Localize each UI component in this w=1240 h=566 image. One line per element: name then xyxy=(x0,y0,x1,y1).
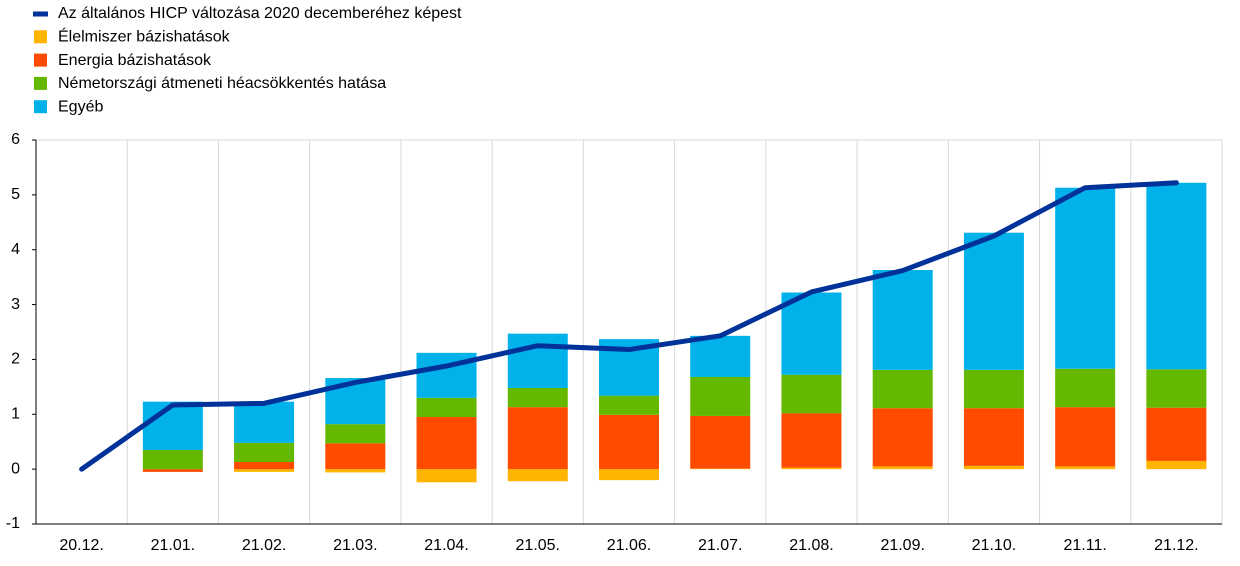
bar xyxy=(690,468,751,470)
y-tick-label: 2 xyxy=(11,351,20,368)
legend-label: Élelmiszer bázishatások xyxy=(58,27,231,46)
bar xyxy=(963,232,1024,370)
y-tick-label: 3 xyxy=(11,296,20,313)
y-tick-label: 0 xyxy=(11,460,20,477)
bar xyxy=(142,401,203,450)
bar xyxy=(599,469,659,481)
x-tick-label: 21.05. xyxy=(516,537,560,554)
bar xyxy=(1146,407,1207,461)
bar xyxy=(1055,368,1116,408)
x-tick-label: 20.12. xyxy=(59,537,103,554)
y-tick-label: 5 xyxy=(11,186,20,203)
x-tick-label: 21.02. xyxy=(242,537,286,554)
bar xyxy=(872,408,933,467)
bar xyxy=(872,270,933,370)
line xyxy=(79,180,1179,472)
x-tick-label: 21.11. xyxy=(1064,537,1107,554)
bar xyxy=(599,414,659,470)
y-tick-label: 1 xyxy=(11,406,20,423)
bar xyxy=(781,467,842,470)
x-tick-label: 21.08. xyxy=(789,537,833,554)
bar xyxy=(1055,187,1116,369)
bar xyxy=(963,369,1024,409)
bar xyxy=(781,413,842,468)
bar xyxy=(781,374,842,414)
bar xyxy=(234,442,295,463)
bar xyxy=(416,397,477,418)
bar xyxy=(1146,182,1207,370)
y-tick-label: -1 xyxy=(6,515,20,532)
y-tick-label: 6 xyxy=(11,131,20,148)
bar xyxy=(507,333,568,388)
bar xyxy=(963,465,1024,470)
bar xyxy=(416,469,477,483)
x-tick-label: 21.06. xyxy=(607,537,651,554)
bar xyxy=(599,395,659,415)
bar xyxy=(872,466,933,470)
bar xyxy=(872,369,933,409)
x-tick-label: 21.07. xyxy=(698,537,742,554)
bar xyxy=(690,335,751,377)
legend-marker xyxy=(34,53,47,67)
bar xyxy=(963,408,1024,466)
bar xyxy=(234,469,295,472)
legend-label: Egyéb xyxy=(58,98,103,115)
bar xyxy=(507,407,568,470)
bar xyxy=(507,469,568,482)
bar xyxy=(416,417,477,470)
legend-marker xyxy=(34,76,47,90)
bar xyxy=(234,401,295,443)
bar xyxy=(142,449,203,470)
bar xyxy=(234,462,295,470)
bar xyxy=(781,292,842,375)
x-tick-label: 21.09. xyxy=(880,537,924,554)
bar xyxy=(1146,369,1207,408)
legend-marker xyxy=(34,30,47,44)
x-tick-label: 21.03. xyxy=(333,537,377,554)
x-tick-label: 21.01. xyxy=(151,537,195,554)
legend-label: Energia bázishatások xyxy=(58,52,212,69)
bar xyxy=(142,469,203,472)
x-tick-label: 21.04. xyxy=(424,537,468,554)
bar xyxy=(1055,466,1116,470)
bar xyxy=(1146,460,1207,470)
legend-label: Az általános HICP változása 2020 decembe… xyxy=(58,5,462,22)
bar xyxy=(325,424,386,444)
legend-marker xyxy=(34,100,47,114)
legend-label: Németországi átmeneti héacsökkentés hatá… xyxy=(58,75,386,92)
x-tick-label: 21.12. xyxy=(1154,537,1198,554)
x-tick-label: 21.10. xyxy=(972,537,1016,554)
bar xyxy=(325,443,386,470)
bar xyxy=(507,387,568,408)
bar xyxy=(325,469,386,473)
bar xyxy=(690,415,751,469)
bar xyxy=(1055,407,1116,467)
bar xyxy=(690,376,751,416)
y-tick-label: 4 xyxy=(11,241,20,258)
